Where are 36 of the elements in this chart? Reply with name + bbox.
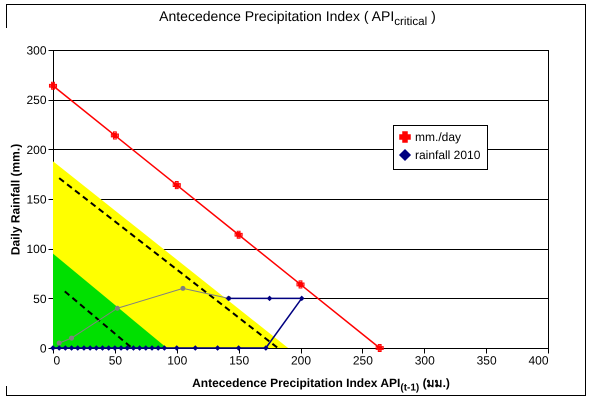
x-tick-label: 100: [167, 354, 188, 368]
legend-label: rainfall 2010: [415, 148, 481, 162]
y-tick-label: 150: [26, 192, 47, 206]
y-tick-label: 250: [26, 93, 47, 108]
x-tick-label: 50: [108, 354, 122, 368]
x-axis-title: Antecedence Precipitation Index API$_{(t-1)}$ (มม.): [191, 375, 451, 394]
point: [114, 306, 120, 311]
point: [68, 345, 74, 351]
point: [299, 296, 304, 302]
legend-label: mm./day: [415, 130, 462, 144]
point: [50, 345, 56, 351]
x-tick-label: 250: [352, 354, 374, 368]
y-tick-label: 100: [26, 242, 47, 256]
point: [118, 345, 124, 351]
y-axis-title: Daily Rainfall (mm.): [8, 144, 22, 256]
point: [56, 340, 62, 346]
x-tick-label: 150: [229, 354, 250, 368]
y-tick-label: 0: [40, 342, 47, 356]
y-tick-label: 300: [26, 44, 47, 58]
point: [263, 345, 269, 351]
point: [149, 345, 155, 351]
point: [81, 345, 87, 351]
chart-title: Antecedence Precipitation Index ( API$_{critical}$ ): [158, 8, 437, 28]
x-tick-label: 0: [54, 354, 60, 368]
point: [266, 296, 272, 302]
x-tick-label: 400: [528, 354, 549, 368]
y-tick-label: 200: [26, 142, 47, 157]
point: [69, 336, 74, 341]
point: [180, 286, 186, 291]
x-tick-label: 200: [290, 354, 312, 368]
point: [214, 345, 220, 351]
point: [100, 345, 106, 351]
x-tick-label: 350: [476, 354, 497, 368]
y-tick-label: 50: [33, 292, 47, 306]
point: [130, 346, 136, 350]
x-tick-label: 300: [414, 354, 436, 368]
